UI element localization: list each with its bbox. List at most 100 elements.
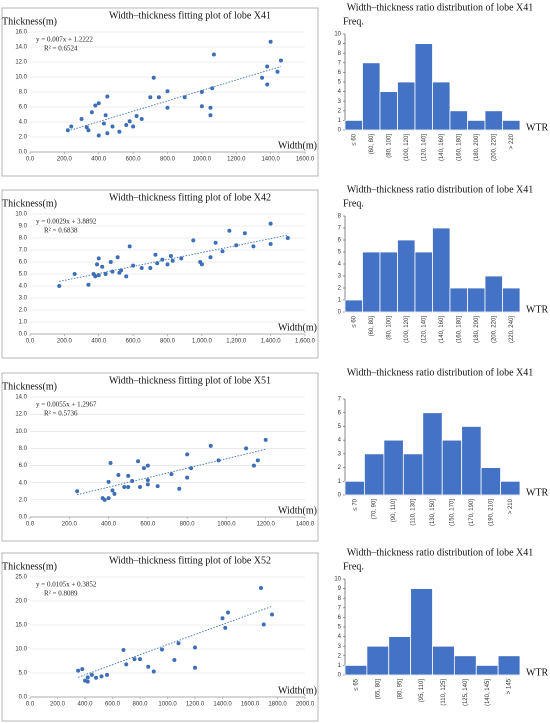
y-tick-label: 7	[338, 605, 342, 611]
y-axis-title: Thickness(m)	[2, 16, 57, 27]
y-tick-label: 14.0	[15, 395, 27, 401]
bar	[344, 665, 368, 676]
x-tick-label: (160, 180]	[456, 316, 462, 343]
point	[94, 675, 98, 680]
point	[208, 255, 213, 260]
y-tick-label: 2.0	[19, 135, 28, 141]
point	[72, 272, 77, 276]
x-tick-label: 800.0	[160, 339, 176, 345]
point	[189, 466, 194, 471]
y-tick-label: 5.0	[19, 272, 28, 278]
y-tick-label: 2	[338, 465, 342, 471]
y-tick-label: 0.0	[19, 695, 28, 701]
x-tick-label: 1000.0	[217, 522, 236, 528]
point	[208, 105, 213, 110]
point	[208, 113, 213, 118]
x-axis-title: Width(m)	[278, 685, 317, 696]
x-tick-label: (95, 110]	[419, 679, 425, 703]
point	[96, 273, 101, 278]
y-tick-label: 20.0	[15, 599, 27, 605]
point	[126, 485, 131, 489]
x-tick-label: 400.0	[91, 339, 107, 345]
point	[119, 268, 124, 273]
chart-title: Width–thickness fitting plot of lobe X51	[109, 375, 271, 386]
x-tick-label: (90, 110]	[391, 499, 397, 523]
y-tick-label: 0.0	[19, 150, 28, 156]
point	[127, 119, 132, 124]
trendline	[77, 448, 266, 496]
point	[260, 75, 265, 80]
bar	[432, 227, 451, 313]
point	[96, 256, 101, 261]
bar	[467, 287, 486, 313]
point	[65, 128, 70, 133]
point	[172, 658, 177, 663]
point	[263, 437, 268, 442]
x-tick-label: 1,000.0	[192, 339, 213, 345]
point	[191, 238, 196, 243]
point	[208, 443, 213, 448]
y-axis-title: Thickness(m)	[2, 561, 57, 572]
x-tick-label: 1200.0	[227, 157, 246, 163]
y-tick-label: 14.0	[15, 45, 27, 51]
y-tick-label: 8	[338, 51, 342, 57]
point	[155, 261, 160, 266]
point	[268, 242, 273, 246]
bar	[362, 62, 381, 131]
point	[211, 52, 216, 57]
y-tick-label: 1	[338, 479, 342, 485]
bar	[388, 636, 412, 676]
x-tick-label: (180, 200]	[474, 316, 480, 343]
y-tick-label: 3	[338, 451, 342, 457]
point	[255, 458, 260, 463]
point	[134, 114, 139, 118]
bar	[344, 480, 365, 496]
x-tick-label: 1,200.0	[226, 339, 247, 345]
bar	[484, 110, 503, 131]
y-tick-label: 5	[338, 250, 342, 256]
point	[103, 272, 108, 276]
point	[116, 473, 121, 477]
x-tick-label: (120, 140]	[421, 316, 427, 343]
x-tick-label: 600.0	[126, 339, 142, 345]
bar	[344, 120, 363, 131]
r-squared: R² = 0.5736	[44, 410, 78, 418]
x-axis-title: WTR	[526, 487, 549, 498]
point	[168, 254, 173, 258]
point	[160, 257, 165, 262]
point	[268, 221, 273, 226]
point	[148, 266, 153, 270]
point	[131, 124, 136, 129]
equation: y = 0.0055x + 1.2967	[36, 401, 97, 409]
point	[193, 645, 197, 650]
x-tick-label: 1200.0	[186, 702, 205, 708]
x-tick-label: (60, 80]	[369, 316, 375, 337]
y-tick-label: 2.0	[19, 308, 28, 314]
y-tick-label: 8	[338, 214, 342, 220]
y-tick-label: 10.0	[15, 75, 27, 81]
point	[85, 675, 90, 680]
point	[115, 255, 120, 260]
point	[199, 104, 204, 109]
point	[244, 446, 249, 451]
point	[124, 123, 129, 127]
trendline	[67, 66, 282, 132]
point	[156, 95, 161, 100]
panel	[1, 189, 319, 359]
bar	[449, 287, 468, 313]
bar	[497, 655, 521, 676]
y-tick-label: 0	[338, 673, 342, 679]
point	[160, 647, 164, 652]
point	[145, 482, 150, 487]
point	[131, 263, 136, 268]
x-tick-label: (200, 220]	[491, 316, 497, 343]
point	[112, 491, 117, 496]
y-axis-title: Freq.	[343, 561, 364, 572]
y-axis-title: Freq.	[343, 16, 364, 27]
y-tick-label: 4.0	[19, 284, 28, 290]
bar	[344, 299, 363, 313]
point	[100, 264, 105, 269]
bar	[379, 91, 398, 131]
bar	[397, 239, 416, 313]
point	[261, 622, 266, 627]
